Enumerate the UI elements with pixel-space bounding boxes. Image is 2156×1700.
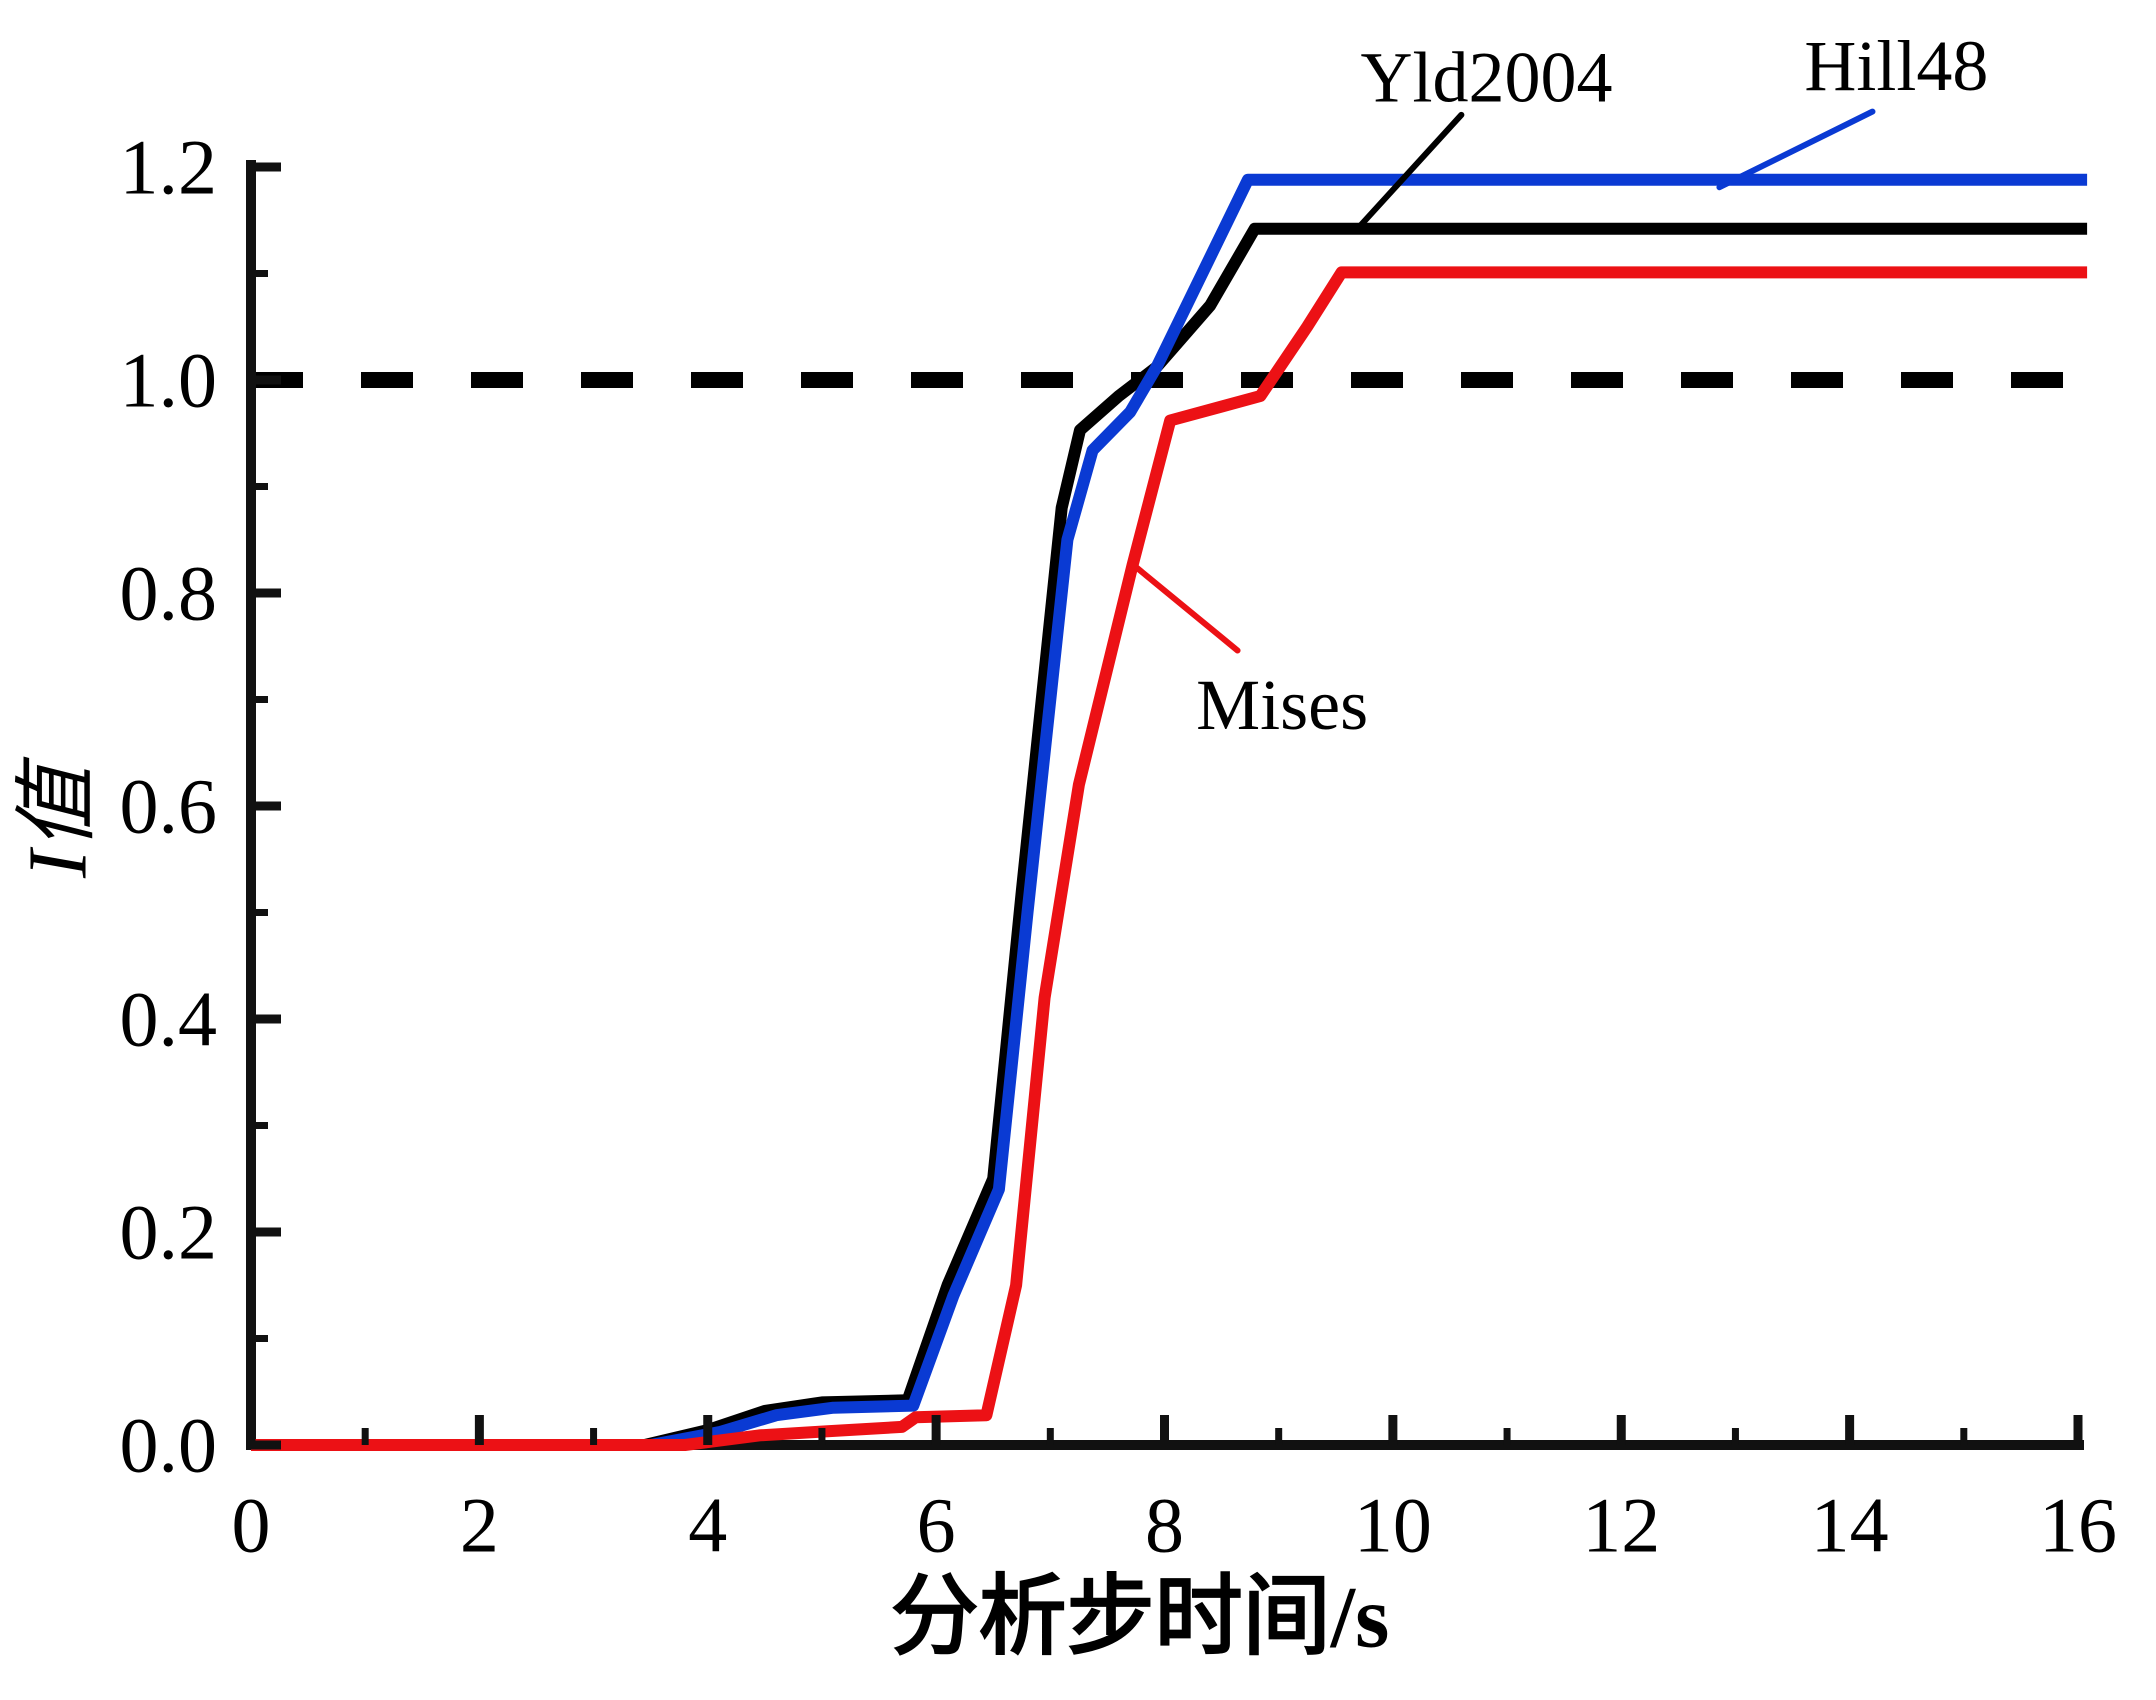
y-tick-label: 1.2 — [120, 124, 218, 211]
annotation-label-mises: Mises — [1196, 665, 1368, 745]
y-axis-title: I值 — [12, 756, 105, 879]
x-tick-label: 2 — [460, 1482, 499, 1569]
series-line-yld2004 — [251, 222, 2088, 1451]
y-tick-label: 1.0 — [120, 337, 218, 424]
x-tick-label: 6 — [917, 1482, 956, 1569]
annotation-label-hill48: Hill48 — [1804, 26, 1988, 106]
chart-plot-area: 0 2 4 6 8 10 12 14 16 0.0 0.2 0.4 0.6 0.8 1.0 1.2 Yld200… — [120, 26, 2118, 1569]
annotation-label-yld2004: Yld2004 — [1361, 38, 1613, 118]
x-tick-label: 16 — [2039, 1482, 2117, 1569]
x-tick-label: 10 — [1354, 1482, 1432, 1569]
y-tick-label: 0.6 — [120, 763, 218, 850]
x-tick-label: 8 — [1145, 1482, 1184, 1569]
series-line-hill48 — [251, 173, 2088, 1451]
annotation-leader-mises — [1129, 561, 1241, 654]
series-line-mises — [251, 266, 2088, 1451]
x-axis-title: 分析步时间/s — [891, 1570, 1390, 1667]
annotation-leader-hill48 — [1716, 108, 1876, 191]
x-tick-label: 14 — [1811, 1482, 1889, 1569]
y-tick-label: 0.4 — [120, 976, 218, 1063]
x-tick-label: 0 — [232, 1482, 271, 1569]
x-tick-label: 12 — [1582, 1482, 1660, 1569]
y-tick-label: 0.0 — [120, 1402, 218, 1489]
annotation-leader-yld2004 — [1354, 111, 1465, 232]
y-tick-label: 0.2 — [120, 1189, 218, 1276]
y-tick-label: 0.8 — [120, 550, 218, 637]
x-tick-label: 4 — [688, 1482, 727, 1569]
